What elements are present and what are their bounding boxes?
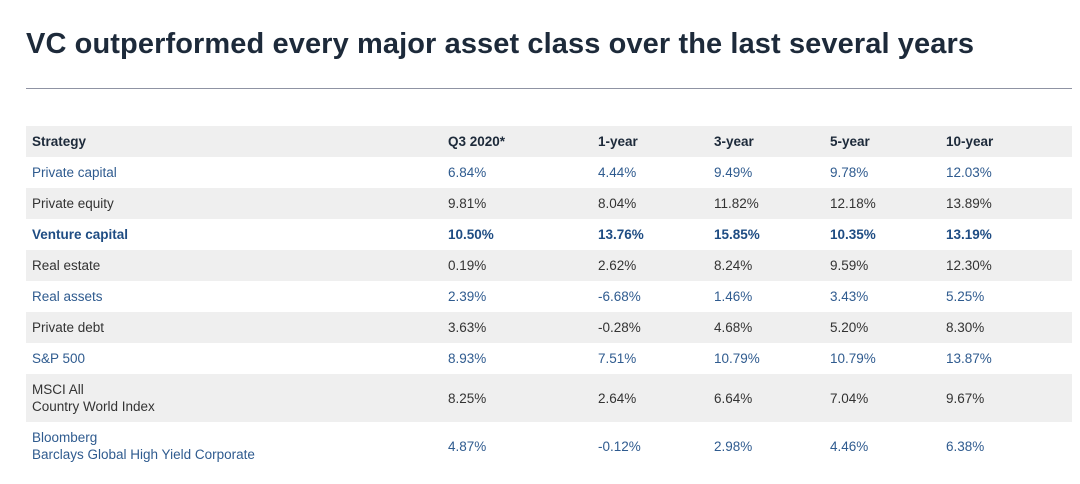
- value-cell: 7.51%: [598, 351, 637, 366]
- value-cell: 12.30%: [946, 258, 992, 273]
- table-row: MSCI All Country World Index 8.25% 2.64%…: [26, 374, 1072, 422]
- table-row: Real estate 0.19% 2.62% 8.24% 9.59% 12.3…: [26, 250, 1072, 281]
- header-10-year: 10-year: [946, 134, 994, 149]
- value-cell: 2.64%: [598, 390, 637, 406]
- value-cell: -0.28%: [598, 320, 641, 335]
- value-cell: 13.76%: [598, 227, 644, 242]
- value-cell: 10.35%: [830, 227, 876, 242]
- table-row-highlighted: Venture capital 10.50% 13.76% 15.85% 10.…: [26, 219, 1072, 250]
- value-cell: 10.50%: [448, 227, 494, 242]
- strategy-cell: Real assets: [32, 289, 103, 304]
- value-cell: 8.93%: [448, 351, 487, 366]
- value-cell: 8.30%: [946, 320, 985, 335]
- value-cell: 2.39%: [448, 289, 487, 304]
- value-cell: 6.64%: [714, 390, 753, 406]
- strategy-line: Barclays Global High Yield Corporate: [32, 447, 255, 462]
- value-cell: 10.79%: [830, 351, 876, 366]
- value-cell: 5.20%: [830, 320, 869, 335]
- title-divider: [26, 88, 1072, 89]
- value-cell: 10.79%: [714, 351, 760, 366]
- strategy-cell: Private capital: [32, 165, 117, 180]
- value-cell: 4.44%: [598, 165, 637, 180]
- value-cell: 4.68%: [714, 320, 753, 335]
- value-cell: 13.89%: [946, 196, 992, 211]
- table-row: Real assets 2.39% -6.68% 1.46% 3.43% 5.2…: [26, 281, 1072, 312]
- value-cell: 2.98%: [714, 438, 753, 454]
- value-cell: 3.43%: [830, 289, 869, 304]
- header-1-year: 1-year: [598, 134, 638, 149]
- value-cell: 9.81%: [448, 196, 487, 211]
- strategy-line: Country World Index: [32, 399, 155, 414]
- table-row: Private capital 6.84% 4.44% 9.49% 9.78% …: [26, 157, 1072, 188]
- header-3-year: 3-year: [714, 134, 754, 149]
- strategy-cell: MSCI All Country World Index: [26, 374, 442, 422]
- value-cell: 13.87%: [946, 351, 992, 366]
- table-row: S&P 500 8.93% 7.51% 10.79% 10.79% 13.87%: [26, 343, 1072, 374]
- table-header-row: Strategy Q3 2020* 1-year 3-year 5-year 1…: [26, 126, 1072, 157]
- strategy-cell: Real estate: [32, 258, 101, 273]
- table-row: Private equity 9.81% 8.04% 11.82% 12.18%…: [26, 188, 1072, 219]
- value-cell: 0.19%: [448, 258, 487, 273]
- value-cell: 9.78%: [830, 165, 869, 180]
- value-cell: 2.62%: [598, 258, 637, 273]
- strategy-line: Bloomberg: [32, 430, 98, 445]
- value-cell: 3.63%: [448, 320, 487, 335]
- value-cell: 8.25%: [448, 390, 487, 406]
- value-cell: 4.87%: [448, 438, 487, 454]
- table-row: Private debt 3.63% -0.28% 4.68% 5.20% 8.…: [26, 312, 1072, 343]
- value-cell: 6.38%: [946, 438, 985, 454]
- table-row: Bloomberg Barclays Global High Yield Cor…: [26, 422, 1072, 470]
- value-cell: 12.03%: [946, 165, 992, 180]
- strategy-cell: Private debt: [32, 320, 105, 335]
- value-cell: 8.24%: [714, 258, 753, 273]
- header-q3-2020: Q3 2020*: [448, 134, 506, 149]
- header-5-year: 5-year: [830, 134, 870, 149]
- value-cell: 13.19%: [946, 227, 992, 242]
- value-cell: 11.82%: [714, 196, 759, 211]
- value-cell: 15.85%: [714, 227, 760, 242]
- value-cell: -0.12%: [598, 438, 641, 454]
- value-cell: 9.49%: [714, 165, 753, 180]
- strategy-line: MSCI All: [32, 382, 84, 397]
- value-cell: 12.18%: [830, 196, 876, 211]
- value-cell: 5.25%: [946, 289, 985, 304]
- header-strategy: Strategy: [32, 134, 87, 149]
- value-cell: -6.68%: [598, 289, 641, 304]
- value-cell: 4.46%: [830, 438, 869, 454]
- value-cell: 8.04%: [598, 196, 637, 211]
- value-cell: 9.67%: [946, 390, 985, 406]
- value-cell: 1.46%: [714, 289, 753, 304]
- value-cell: 7.04%: [830, 390, 869, 406]
- page-title: VC outperformed every major asset class …: [26, 28, 975, 60]
- strategy-cell: Venture capital: [32, 227, 129, 242]
- value-cell: 6.84%: [448, 165, 487, 180]
- value-cell: 9.59%: [830, 258, 869, 273]
- strategy-cell: Bloomberg Barclays Global High Yield Cor…: [26, 422, 442, 470]
- strategy-cell: S&P 500: [32, 351, 86, 366]
- strategy-cell: Private equity: [32, 196, 114, 211]
- returns-table: Strategy Q3 2020* 1-year 3-year 5-year 1…: [26, 126, 1072, 470]
